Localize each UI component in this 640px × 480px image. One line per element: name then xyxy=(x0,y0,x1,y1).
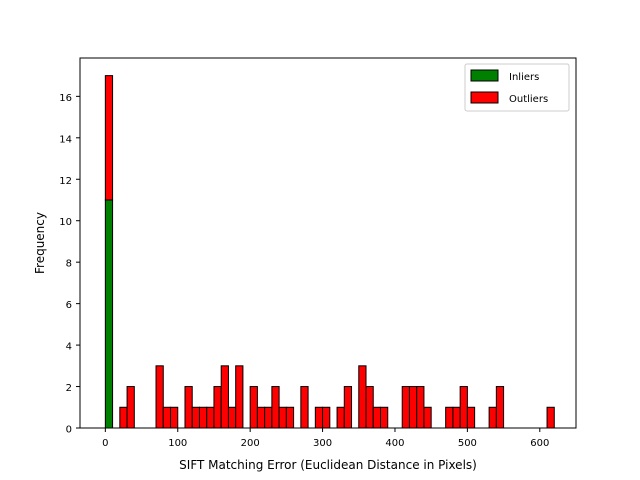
bar-outliers-210 xyxy=(256,406,266,429)
bar-outliers-380 xyxy=(380,406,389,429)
y-tick-label-6: 6 xyxy=(66,300,72,311)
bar-outliers-490 xyxy=(459,386,468,429)
bar-inliers-0 xyxy=(104,199,114,429)
y-axis-label: Frequency xyxy=(33,212,47,274)
bar-outliers-540 xyxy=(495,386,505,429)
x-axis-ticks: 0 100 200 300 400 500 600 xyxy=(102,428,549,449)
plot-frame xyxy=(79,57,577,429)
legend-swatch-outliers xyxy=(470,91,499,104)
bar-outliers-250 xyxy=(285,406,295,429)
legend-swatch-inliers xyxy=(470,69,499,82)
bar-outliers-200 xyxy=(249,386,258,429)
y-axis-ticks: 0 2 4 6 8 10 12 14 16 xyxy=(59,93,80,436)
x-tick-label-600: 600 xyxy=(530,438,549,449)
x-tick-label-0: 0 xyxy=(102,438,108,449)
bar-outliers-300 xyxy=(322,406,331,429)
bar-outliers-440 xyxy=(423,406,432,429)
bar-outliers-120 xyxy=(191,406,200,429)
bar-outliers-410 xyxy=(401,386,410,429)
bar-outliers-330 xyxy=(343,386,353,429)
x-tick-label-500: 500 xyxy=(458,438,477,449)
bar-outliers-220 xyxy=(264,406,273,429)
x-axis-label: SIFT Matching Error (Euclidean Distance … xyxy=(179,458,477,472)
y-tick-label-10: 10 xyxy=(59,217,72,228)
bar-outliers-240 xyxy=(278,406,287,429)
bar-outliers-500 xyxy=(466,406,476,429)
bar-outliers-110 xyxy=(184,386,193,429)
bar-outliers-70 xyxy=(155,365,164,429)
x-tick-label-300: 300 xyxy=(313,438,332,449)
x-tick-label-100: 100 xyxy=(168,438,187,449)
y-tick-label-14: 14 xyxy=(59,134,72,145)
bar-outliers-20 xyxy=(119,406,128,429)
y-tick-label-2: 2 xyxy=(66,383,72,394)
y-tick-label-16: 16 xyxy=(59,93,72,104)
bar-outliers-350 xyxy=(358,365,367,429)
bar-outliers-270 xyxy=(300,386,309,429)
bar-outliers-140 xyxy=(206,406,215,429)
legend: Inliers Outliers xyxy=(464,63,570,112)
x-tick-label-400: 400 xyxy=(385,438,404,449)
bar-outliers-430 xyxy=(416,386,425,429)
bar-outliers-170 xyxy=(227,406,237,429)
bar-outliers-420 xyxy=(408,386,418,429)
bar-outliers-470 xyxy=(445,406,454,429)
bar-outliers-480 xyxy=(452,406,461,429)
legend-label-outliers: Outliers xyxy=(509,94,548,105)
bar-outliers-530 xyxy=(488,406,497,429)
bar-outliers-90 xyxy=(170,406,179,429)
bar-outliers-610 xyxy=(546,406,555,429)
bar-outliers-0 xyxy=(104,75,114,201)
bar-outliers-160 xyxy=(220,365,229,429)
x-tick-label-200: 200 xyxy=(241,438,260,449)
y-tick-label-4: 4 xyxy=(66,342,72,353)
legend-label-inliers: Inliers xyxy=(509,72,539,83)
bar-outliers-360 xyxy=(365,386,374,429)
bar-outliers-150 xyxy=(213,386,222,429)
bar-outliers-80 xyxy=(162,406,172,429)
y-tick-label-0: 0 xyxy=(66,425,72,436)
bar-outliers-320 xyxy=(336,406,345,429)
y-tick-label-12: 12 xyxy=(59,176,72,187)
bar-outliers-230 xyxy=(271,386,280,429)
bar-outliers-180 xyxy=(235,365,244,429)
bar-outliers-290 xyxy=(314,406,324,429)
bar-outliers-130 xyxy=(198,406,208,429)
bar-outliers-30 xyxy=(126,386,135,429)
y-tick-label-8: 8 xyxy=(66,259,72,270)
bar-outliers-370 xyxy=(372,406,382,429)
